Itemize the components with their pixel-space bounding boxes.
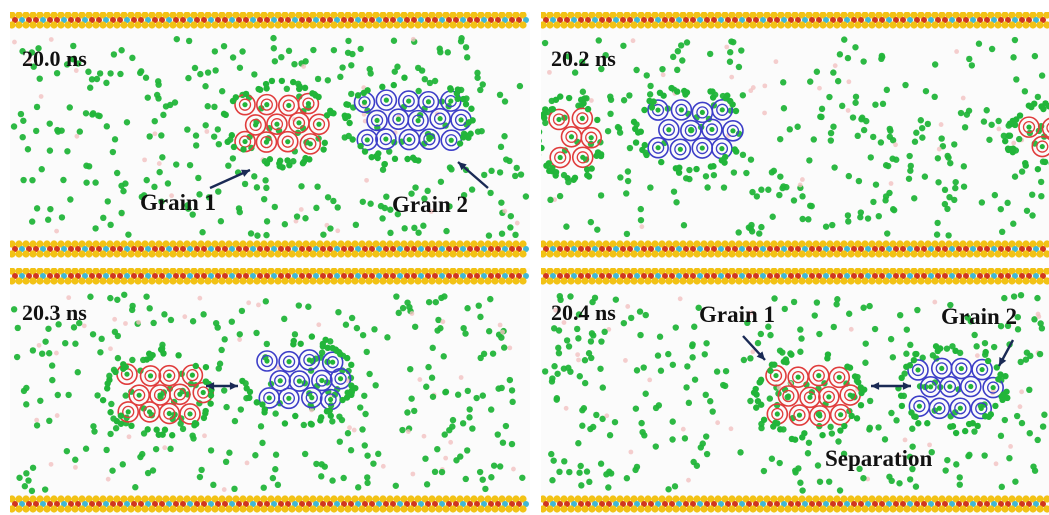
grain-1-label: Grain 1: [140, 190, 217, 215]
separation-arrow: [206, 382, 238, 390]
grain-periodic-image: [1002, 100, 1049, 173]
grain-1-cluster: [541, 93, 605, 183]
grain-1-arrow: [209, 168, 251, 190]
time-label: 20.0 ns: [22, 46, 87, 71]
grain-2-label: Grain 2: [392, 192, 469, 217]
grain-2-arrow: [997, 339, 1015, 367]
separation-label: Separation: [825, 446, 933, 471]
wall-layers: [10, 268, 529, 513]
solute-particles: [541, 36, 1048, 239]
grain-2-label: Grain 2: [941, 304, 1018, 329]
solute-particles: [541, 291, 1048, 494]
time-label: 20.2 ns: [551, 46, 616, 71]
panel-20-0ns: 20.0 ns Grain 1 Grain 2: [10, 12, 530, 260]
grain-1-label: Grain 1: [699, 302, 776, 327]
grain-2-cluster: [341, 74, 476, 164]
wall-layers: [10, 12, 529, 258]
separation-arrow: [871, 382, 911, 390]
grain-2-cluster: [239, 333, 359, 428]
snapshot-scene: [541, 12, 1049, 258]
wall-layers: [541, 12, 1049, 258]
panel-20-3ns: 20.3 ns: [10, 268, 530, 515]
wall-layers: [541, 268, 1049, 513]
grain-2-cluster: [895, 343, 1011, 437]
snapshot-scene: [10, 12, 530, 258]
grain-1-cluster: [220, 77, 337, 171]
snapshot-scene: [541, 268, 1049, 513]
snapshot-scene: [10, 268, 529, 513]
grain-1-cluster: [750, 351, 868, 443]
grain-2-arrow: [457, 161, 489, 189]
panel-20-4ns: 20.4 ns Grain 1 Grain 2 Separation: [541, 268, 1049, 515]
time-label: 20.4 ns: [551, 300, 616, 325]
grain-2-cluster: [630, 84, 744, 176]
panel-20-2ns: 20.2 ns: [541, 12, 1049, 260]
grain-1-cluster: [99, 346, 215, 439]
time-label: 20.3 ns: [22, 300, 87, 325]
grain-1-arrow: [742, 335, 766, 361]
